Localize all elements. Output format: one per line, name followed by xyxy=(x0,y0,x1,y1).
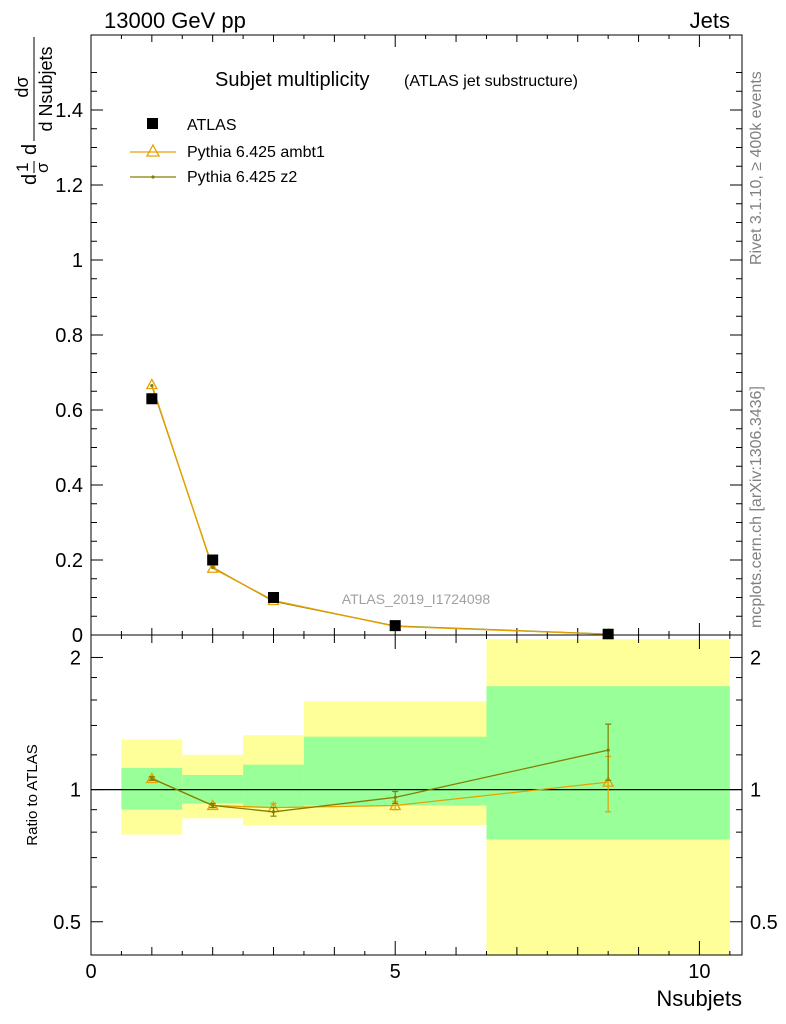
ratio-frame xyxy=(90,634,743,956)
legend: ATLAS Pythia 6.425 ambt1 Pythia 6.425 z2 xyxy=(130,117,325,186)
main-y-tick-label: 1.4 xyxy=(55,100,83,122)
main-y-tick-label: 0.6 xyxy=(55,400,83,422)
z2-ratio-marker xyxy=(606,748,610,752)
chart-title: Subjet multiplicity xyxy=(215,69,370,91)
x-tick-label: 10 xyxy=(688,961,710,983)
analysis-id: ATLAS_2019_I1724098 xyxy=(342,591,491,607)
legend-label-ambt1: Pythia 6.425 ambt1 xyxy=(187,144,325,161)
ratio-data-marks xyxy=(145,723,615,817)
ambt1-ratio-marker xyxy=(145,772,158,784)
z2-marker xyxy=(150,384,154,388)
atlas-data-point xyxy=(602,628,614,640)
legend-marker-z2 xyxy=(151,175,155,179)
atlas-data-point xyxy=(268,592,280,603)
main-y-tick-label: 0.8 xyxy=(55,325,83,347)
legend-marker-atlas xyxy=(147,118,158,129)
main-y-axis-label: d 1 σ d dσ d Nsubjets xyxy=(12,37,56,185)
x-tick-label: 0 xyxy=(85,961,96,983)
ambt1-marker xyxy=(145,378,158,390)
header-category: Jets xyxy=(690,8,730,33)
x-axis-label: Nsubjets xyxy=(656,986,742,1011)
x-tick-label: 5 xyxy=(390,961,401,983)
legend-label-atlas: ATLAS xyxy=(187,117,237,134)
ylabel-sigma: σ xyxy=(33,162,52,173)
ratio-y-tick-label-right: 1 xyxy=(750,780,761,802)
mcplots-source-text: mcplots.cern.ch [arXiv:1306.3436] xyxy=(748,386,765,628)
ratio-ticks xyxy=(90,635,742,955)
ratio-panel: 0.5 0.5 1 1 2 2 0 5 10 Ratio to ATLAS Nsubjets xyxy=(24,634,778,1011)
x-tick-labels: 0 5 10 xyxy=(85,961,710,983)
z2-marker xyxy=(211,565,215,570)
ylabel-one: 1 xyxy=(13,163,32,172)
main-y-tick-label: 0 xyxy=(72,625,83,647)
atlas-data-point xyxy=(146,393,158,405)
ylabel-numerator: dσ xyxy=(12,76,32,97)
z2-ratio-marker xyxy=(271,810,276,814)
ratio-band-inner xyxy=(243,764,304,808)
main-y-tick-label: 1 xyxy=(72,250,83,272)
atlas-data-point xyxy=(389,620,401,632)
ratio-y-tick-label-left: 1 xyxy=(70,780,81,802)
ratio-y-tick-label-right: 0.5 xyxy=(750,912,778,934)
ratio-y-tick-label-right: 2 xyxy=(750,647,761,669)
chart-subtitle: (ATLAS jet substructure) xyxy=(404,73,578,90)
legend-label-z2: Pythia 6.425 z2 xyxy=(187,169,297,186)
ratio-y-tick-label-left: 0.5 xyxy=(53,912,81,934)
ratio-uncertainty-bands xyxy=(121,639,730,955)
legend-marker-ambt1 xyxy=(145,143,161,157)
ambt1-marker xyxy=(206,561,219,573)
ratio-y-tick-label-left: 2 xyxy=(70,647,81,669)
main-y-tick-labels: 0 0.2 0.4 0.6 0.8 1 1.2 1.4 xyxy=(55,100,83,647)
rivet-version-text: Rivet 3.1.10, ≥ 400k events xyxy=(748,71,765,265)
ratio-band-inner xyxy=(121,768,183,810)
ylabel-denominator: d Nsubjets xyxy=(36,46,56,131)
main-y-tick-label: 0.4 xyxy=(55,475,83,497)
ylabel-d: d xyxy=(19,174,41,185)
ylabel-d2: d xyxy=(19,144,41,155)
z2-ratio-marker xyxy=(211,803,215,808)
z2-ratio-marker xyxy=(150,776,154,781)
main-y-tick-label: 0.2 xyxy=(55,550,83,572)
ambt1-ratio-marker xyxy=(602,775,615,787)
main-data-marks xyxy=(145,378,615,640)
main-panel: 0 0.2 0.4 0.6 0.8 1 1.2 1.4 Subjet multiplicity… xyxy=(12,34,743,647)
header-energy: 13000 GeV pp xyxy=(104,8,246,33)
ratio-y-axis-label: Ratio to ATLAS xyxy=(24,744,41,845)
z2-ratio-marker xyxy=(393,795,397,799)
atlas-data-point xyxy=(207,554,219,566)
main-y-tick-label: 1.2 xyxy=(55,175,83,197)
main-ticks xyxy=(90,35,742,636)
ambt1-ratio-marker xyxy=(389,799,402,811)
ratio-y-tick-labels: 0.5 0.5 1 1 2 2 xyxy=(53,647,778,933)
